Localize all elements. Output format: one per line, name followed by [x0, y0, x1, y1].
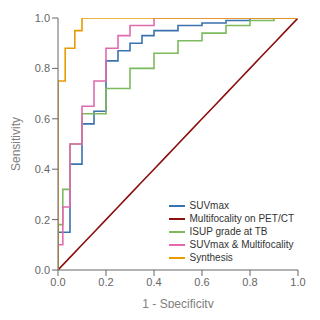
html-text:SUVmax & Multifocality: SUVmax & Multifocality [189, 239, 294, 250]
svg-text:0.4: 0.4 [146, 276, 161, 288]
svg-text:0.8: 0.8 [35, 62, 50, 74]
svg-text:0.0: 0.0 [35, 264, 50, 276]
html-text:SUVmax: SUVmax [189, 200, 229, 211]
svg-text:0.2: 0.2 [35, 214, 50, 226]
html-text:Multifocality on PET/CT: Multifocality on PET/CT [189, 213, 294, 224]
svg-text:0.0: 0.0 [50, 276, 65, 288]
svg-text:1.0: 1.0 [290, 276, 305, 288]
svg-text:0.2: 0.2 [98, 276, 113, 288]
svg-text:Sensitivity: Sensitivity [9, 117, 23, 171]
svg-text:1 - Specificity: 1 - Specificity [142, 297, 213, 308]
svg-text:0.8: 0.8 [242, 276, 257, 288]
svg-text:0.4: 0.4 [35, 163, 50, 175]
svg-text:0.6: 0.6 [35, 113, 50, 125]
html-text:Synthesis: Synthesis [189, 252, 233, 263]
svg-text:1.0: 1.0 [35, 12, 50, 24]
html-text:ISUP grade at TB: ISUP grade at TB [189, 226, 268, 237]
svg-text:0.6: 0.6 [194, 276, 209, 288]
